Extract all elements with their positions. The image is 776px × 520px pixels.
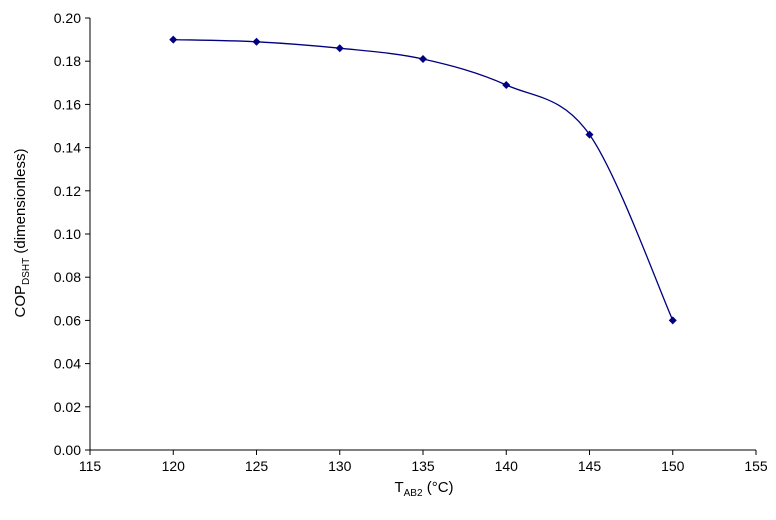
y-axis-title-sub: DSHT xyxy=(21,257,32,285)
y-tick-label: 0.12 xyxy=(54,183,81,199)
x-axis-title-rest: (°C) xyxy=(422,479,454,496)
y-axis-title-rest: (dimensionless) xyxy=(12,148,29,258)
x-tick-label: 120 xyxy=(162,458,186,474)
y-tick-label: 0.16 xyxy=(54,96,81,112)
y-tick-label: 0.02 xyxy=(54,399,81,415)
y-tick-label: 0.14 xyxy=(54,140,81,156)
data-point-marker xyxy=(252,37,261,46)
x-axis-title-sub: AB2 xyxy=(403,488,423,499)
x-tick-label: 135 xyxy=(411,458,435,474)
y-tick-label: 0.20 xyxy=(54,10,81,26)
x-tick-label: 140 xyxy=(495,458,519,474)
x-tick-label: 150 xyxy=(661,458,685,474)
y-tick-label: 0.10 xyxy=(54,226,81,242)
y-axis-title-main: COP xyxy=(12,284,29,318)
x-tick-label: 125 xyxy=(245,458,269,474)
y-tick-label: 0.00 xyxy=(54,442,81,458)
data-point-marker xyxy=(335,44,344,53)
x-tick-label: 130 xyxy=(328,458,352,474)
series-line xyxy=(173,38,674,321)
data-point-marker xyxy=(585,130,594,139)
x-tick-label: 145 xyxy=(578,458,602,474)
y-tick-label: 0.04 xyxy=(54,356,81,372)
x-axis-title: TAB2 (°C) xyxy=(394,479,453,499)
x-axis-title-main: T xyxy=(394,479,404,496)
y-axis-title: COPDSHT (dimensionless) xyxy=(12,149,32,318)
data-point-marker xyxy=(169,35,178,44)
data-point-marker xyxy=(668,316,677,325)
y-tick-label: 0.18 xyxy=(54,53,81,69)
y-tick-label: 0.06 xyxy=(54,312,81,328)
data-point-marker xyxy=(419,55,427,64)
y-tick-label: 0.08 xyxy=(54,269,81,285)
data-point-marker xyxy=(502,80,511,89)
x-tick-label: 115 xyxy=(79,458,102,474)
x-tick-label: 155 xyxy=(744,458,768,474)
